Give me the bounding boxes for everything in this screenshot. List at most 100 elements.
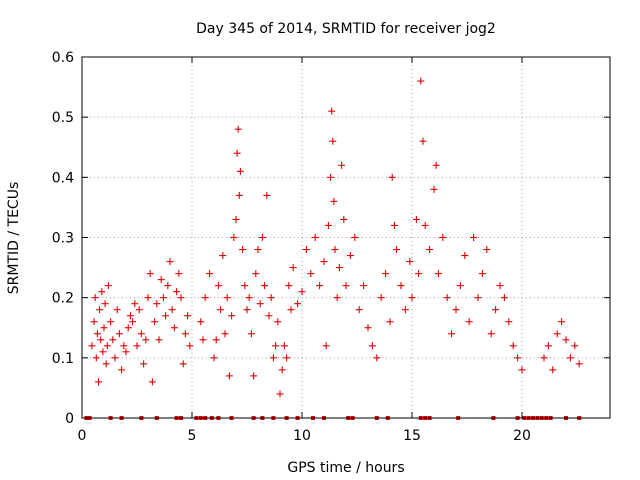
data-point: [217, 306, 225, 314]
y-tick-label: 0.2: [52, 291, 74, 307]
data-point: [287, 306, 295, 314]
data-point: [324, 221, 332, 229]
data-point: [465, 318, 473, 326]
data-point: [430, 185, 438, 193]
data-point: [219, 252, 227, 260]
data-point: [201, 294, 209, 302]
data-point: [267, 294, 275, 302]
data-point: [225, 372, 233, 380]
data-point: [214, 282, 222, 290]
data-point: [96, 306, 104, 314]
data-point: [212, 336, 220, 344]
data-point: [478, 270, 486, 278]
data-point: [166, 258, 174, 266]
data-point: [509, 342, 517, 350]
y-tick-label: 0.6: [52, 50, 74, 66]
y-tick-label: 0.5: [52, 110, 74, 126]
data-point: [181, 330, 189, 338]
data-point: [256, 300, 264, 308]
x-tick-label: 15: [403, 428, 421, 444]
data-point: [131, 300, 139, 308]
data-point: [99, 348, 107, 356]
data-point: [254, 246, 262, 254]
data-point: [228, 312, 236, 320]
data-point: [329, 137, 337, 145]
data-point: [148, 378, 156, 386]
data-point: [164, 282, 172, 290]
data-point: [98, 288, 106, 296]
data-point: [364, 324, 372, 332]
data-point: [382, 270, 390, 278]
data-point: [302, 246, 310, 254]
data-point: [417, 77, 425, 85]
data-point: [142, 336, 150, 344]
data-point: [346, 252, 354, 260]
data-point: [327, 173, 335, 181]
data-point: [124, 324, 132, 332]
data-point: [235, 191, 243, 199]
data-point: [558, 318, 566, 326]
data-point: [243, 306, 251, 314]
data-point: [92, 354, 100, 362]
x-tick-label: 0: [78, 428, 87, 444]
data-point: [233, 149, 241, 157]
data-point: [120, 342, 128, 350]
data-point: [549, 366, 557, 374]
data-point: [162, 312, 170, 320]
axis-ticks: 0 0.1 0.2 0.3 0.4 0.5 0.6 0 5 10 15 20: [52, 50, 610, 444]
data-point: [406, 258, 414, 266]
data-point: [355, 306, 363, 314]
data-point: [514, 354, 522, 362]
data-point: [492, 306, 500, 314]
data-points: [88, 77, 583, 398]
data-point: [443, 294, 451, 302]
data-point: [390, 221, 398, 229]
data-point: [140, 360, 148, 368]
data-point: [159, 294, 167, 302]
data-point: [88, 342, 96, 350]
data-point: [155, 336, 163, 344]
data-point: [186, 342, 194, 350]
data-point: [540, 354, 548, 362]
data-point: [276, 390, 284, 398]
data-point: [137, 330, 145, 338]
data-point: [107, 318, 115, 326]
data-point: [236, 167, 244, 175]
data-point: [307, 270, 315, 278]
data-point: [386, 318, 394, 326]
data-point: [335, 264, 343, 272]
data-point: [280, 342, 288, 350]
data-point: [265, 312, 273, 320]
data-point: [368, 342, 376, 350]
data-point: [232, 215, 240, 223]
x-axis-label: GPS time / hours: [287, 460, 404, 476]
data-point: [133, 342, 141, 350]
data-point: [474, 294, 482, 302]
data-point: [239, 246, 247, 254]
data-point: [294, 300, 302, 308]
data-point: [230, 234, 238, 241]
data-point: [360, 282, 368, 290]
data-point: [93, 330, 101, 338]
data-point: [115, 330, 123, 338]
data-point: [104, 282, 112, 290]
data-point: [461, 252, 469, 260]
data-point: [135, 306, 143, 314]
data-point: [544, 342, 552, 350]
y-tick-label: 0.1: [52, 351, 74, 367]
data-point: [234, 125, 242, 133]
data-point: [197, 318, 205, 326]
data-point: [342, 282, 350, 290]
data-point: [173, 288, 181, 296]
data-point: [261, 282, 269, 290]
data-point: [247, 330, 255, 338]
data-point: [118, 366, 126, 374]
data-point: [483, 246, 491, 254]
data-point: [272, 342, 280, 350]
data-point: [168, 306, 176, 314]
data-point: [298, 288, 306, 296]
data-point: [397, 282, 405, 290]
data-point: [263, 191, 271, 199]
data-point: [101, 300, 109, 308]
